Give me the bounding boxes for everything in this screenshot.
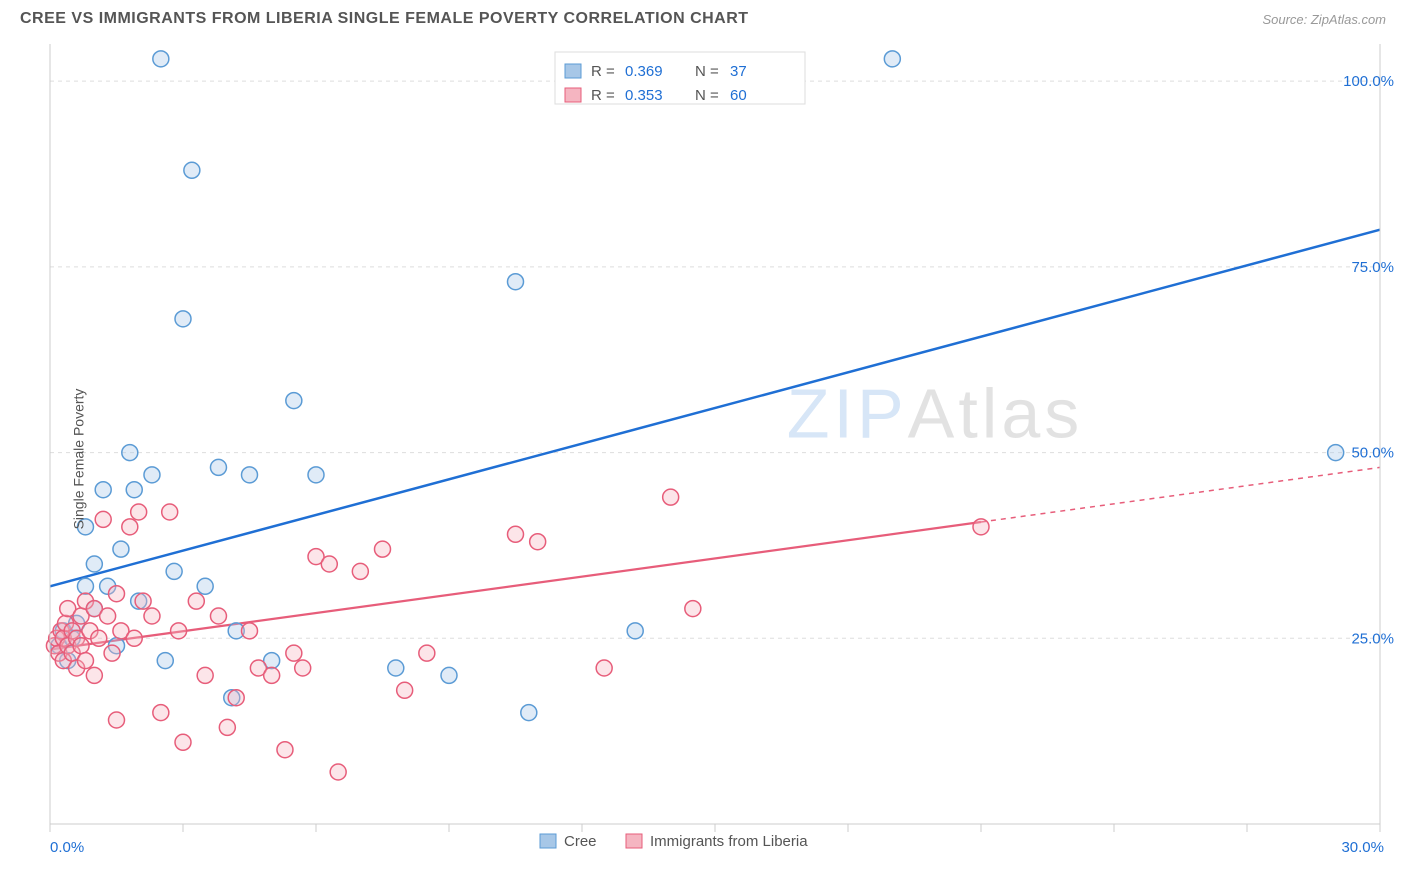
x-tick-label: 0.0% xyxy=(50,839,84,856)
data-point xyxy=(286,645,302,661)
data-point xyxy=(175,734,191,750)
data-point xyxy=(166,563,182,579)
data-point xyxy=(197,667,213,683)
legend-n-label: N = xyxy=(695,87,719,104)
watermark: ZIPAtlas xyxy=(787,375,1084,453)
data-point xyxy=(126,482,142,498)
data-point xyxy=(627,623,643,639)
legend-series-label: Immigrants from Liberia xyxy=(650,833,808,850)
data-point xyxy=(153,51,169,67)
data-point xyxy=(188,593,204,609)
data-point xyxy=(210,459,226,475)
data-point xyxy=(157,653,173,669)
data-point xyxy=(144,467,160,483)
trend-line xyxy=(50,230,1380,587)
data-point xyxy=(1328,445,1344,461)
y-axis-label: Single Female Poverty xyxy=(70,389,86,530)
chart-area: Single Female Poverty ZIPAtlas 0.0% 30.0% 2… xyxy=(0,34,1406,884)
data-point xyxy=(210,608,226,624)
data-point xyxy=(973,519,989,535)
data-point xyxy=(162,504,178,520)
data-point xyxy=(375,541,391,557)
y-tick-label: 50.0% xyxy=(1351,445,1394,462)
scatter-chart: ZIPAtlas 0.0% 30.0% 25.0% 50.0% 75.0% 100.0% R … xyxy=(0,34,1406,884)
y-tick-label: 25.0% xyxy=(1351,630,1394,647)
data-point xyxy=(508,526,524,542)
data-point xyxy=(122,445,138,461)
data-point xyxy=(530,534,546,550)
data-point xyxy=(330,764,346,780)
data-point xyxy=(286,393,302,409)
data-point xyxy=(277,742,293,758)
legend-r-value: 0.369 xyxy=(625,63,663,80)
data-point xyxy=(77,578,93,594)
data-point xyxy=(264,667,280,683)
data-point xyxy=(95,511,111,527)
data-point xyxy=(77,653,93,669)
x-tick-label: 30.0% xyxy=(1341,839,1384,856)
data-point xyxy=(86,667,102,683)
legend-r-label: R = xyxy=(591,63,615,80)
data-point xyxy=(397,682,413,698)
data-point xyxy=(175,311,191,327)
data-point xyxy=(219,719,235,735)
data-point xyxy=(131,504,147,520)
data-point xyxy=(73,638,89,654)
data-point xyxy=(228,690,244,706)
data-point xyxy=(95,482,111,498)
chart-header: CREE VS IMMIGRANTS FROM LIBERIA SINGLE F… xyxy=(0,0,1406,34)
data-point xyxy=(184,162,200,178)
data-point xyxy=(308,467,324,483)
data-point xyxy=(153,705,169,721)
data-point xyxy=(508,274,524,290)
data-point xyxy=(122,519,138,535)
data-point xyxy=(419,645,435,661)
data-point xyxy=(144,608,160,624)
legend-swatch xyxy=(626,834,642,848)
data-point xyxy=(242,623,258,639)
data-point xyxy=(884,51,900,67)
data-point xyxy=(441,667,457,683)
data-point xyxy=(113,541,129,557)
data-point xyxy=(685,601,701,617)
chart-source: Source: ZipAtlas.com xyxy=(1262,12,1386,27)
data-point xyxy=(109,586,125,602)
data-point xyxy=(100,608,116,624)
legend-swatch xyxy=(565,88,581,102)
data-point xyxy=(86,556,102,572)
data-point xyxy=(321,556,337,572)
data-point xyxy=(521,705,537,721)
legend-series-label: Cree xyxy=(564,833,597,850)
legend-swatch xyxy=(565,64,581,78)
legend-r-label: R = xyxy=(591,87,615,104)
data-point xyxy=(388,660,404,676)
data-point xyxy=(109,712,125,728)
data-point xyxy=(197,578,213,594)
legend-n-label: N = xyxy=(695,63,719,80)
data-point xyxy=(126,630,142,646)
legend-n-value: 37 xyxy=(730,63,747,80)
legend-r-value: 0.353 xyxy=(625,87,663,104)
data-point xyxy=(663,489,679,505)
data-point xyxy=(171,623,187,639)
data-point xyxy=(104,645,120,661)
data-point xyxy=(352,563,368,579)
data-point xyxy=(242,467,258,483)
chart-title: CREE VS IMMIGRANTS FROM LIBERIA SINGLE F… xyxy=(20,10,749,28)
trend-line-dash xyxy=(981,467,1380,522)
data-point xyxy=(596,660,612,676)
data-point xyxy=(91,630,107,646)
legend-swatch xyxy=(540,834,556,848)
y-tick-label: 100.0% xyxy=(1343,73,1394,90)
data-point xyxy=(135,593,151,609)
legend-n-value: 60 xyxy=(730,87,747,104)
data-point xyxy=(295,660,311,676)
y-tick-label: 75.0% xyxy=(1351,259,1394,276)
